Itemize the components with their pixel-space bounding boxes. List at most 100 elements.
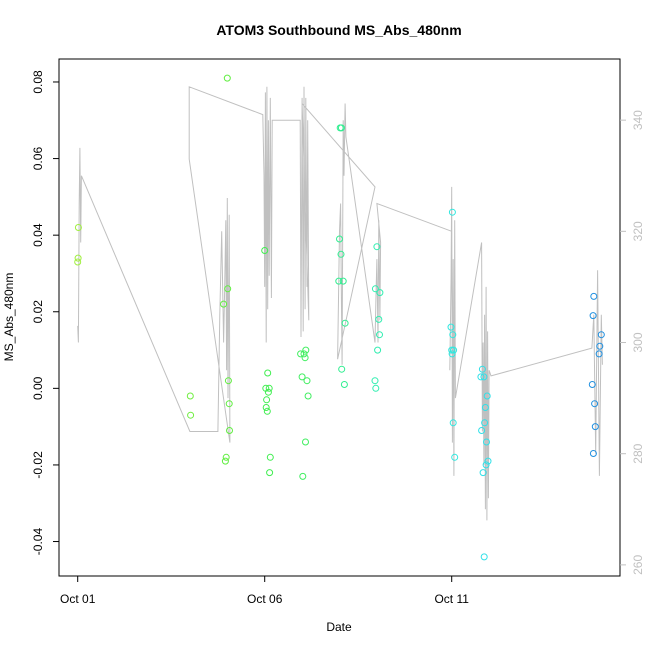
data-point xyxy=(337,250,345,258)
gray-trace-layer xyxy=(77,86,603,521)
x-axis-label: Date xyxy=(326,620,352,634)
data-point xyxy=(483,392,491,400)
data-point xyxy=(302,346,310,354)
data-point xyxy=(372,384,380,392)
data-point xyxy=(262,404,270,411)
data-point xyxy=(447,323,455,331)
data-point xyxy=(300,350,308,358)
x-tick-label: Oct 01 xyxy=(60,592,96,606)
data-point xyxy=(297,350,305,358)
data-point xyxy=(450,346,458,354)
y-tick-label: -0.04 xyxy=(31,528,45,556)
data-point xyxy=(225,400,233,408)
y-tick-label: 0.06 xyxy=(31,147,45,171)
data-point xyxy=(261,247,269,254)
data-point xyxy=(480,373,488,381)
data-point xyxy=(478,365,486,373)
data-point xyxy=(265,384,273,392)
data-point xyxy=(304,392,312,400)
chart-title: ATOM3 Southbound MS_Abs_480nm xyxy=(216,22,461,38)
data-point xyxy=(596,342,604,350)
data-point xyxy=(448,350,456,358)
data-point xyxy=(451,453,459,461)
data-point xyxy=(374,346,382,354)
data-point xyxy=(591,423,599,431)
data-point xyxy=(589,312,597,320)
x-axis: Oct 01 Oct 06 Oct 11 xyxy=(60,576,469,606)
data-point xyxy=(226,427,233,434)
data-point xyxy=(224,285,232,293)
data-point xyxy=(221,457,229,465)
data-point xyxy=(477,373,485,381)
data-point xyxy=(220,300,228,308)
data-point xyxy=(303,377,311,385)
y2-tick-label: 280 xyxy=(631,443,645,463)
y-axis-right: 260 280 300 320 340 xyxy=(620,110,645,575)
y-tick-label: 0.04 xyxy=(31,223,45,247)
data-point xyxy=(373,243,381,251)
y-tick-label: -0.02 xyxy=(31,451,45,479)
y2-tick-label: 320 xyxy=(631,221,645,241)
data-point xyxy=(481,419,489,427)
y-axis-left: -0.04 -0.02 0.00 0.02 0.04 0.06 0.08 xyxy=(31,70,59,555)
data-point xyxy=(481,404,489,411)
data-point xyxy=(449,419,457,427)
data-point xyxy=(264,388,272,396)
y-tick-label: 0.08 xyxy=(31,70,45,94)
data-point xyxy=(266,453,274,461)
data-point xyxy=(335,277,343,285)
y2-tick-label: 260 xyxy=(631,555,645,575)
data-point xyxy=(591,400,599,408)
data-point xyxy=(483,438,490,446)
data-point xyxy=(337,124,345,132)
data-point xyxy=(595,350,603,358)
data-points-layer xyxy=(74,74,605,561)
data-point xyxy=(478,427,486,434)
y2-tick-label: 300 xyxy=(631,332,645,352)
data-point xyxy=(74,258,82,266)
y-tick-label: 0.00 xyxy=(31,376,45,400)
data-point xyxy=(448,208,456,216)
x-tick-label: Oct 06 xyxy=(247,592,283,606)
data-point xyxy=(449,331,457,339)
data-point xyxy=(371,285,379,293)
data-point xyxy=(298,373,306,381)
plot-frame xyxy=(58,58,621,577)
data-point xyxy=(588,381,596,388)
data-point xyxy=(338,365,346,373)
y2-tick-label: 340 xyxy=(631,110,645,130)
data-point xyxy=(339,277,347,285)
data-point xyxy=(336,235,343,243)
data-point xyxy=(74,254,82,262)
data-point xyxy=(597,331,605,339)
data-point xyxy=(187,411,195,419)
data-point xyxy=(590,292,598,300)
data-point xyxy=(301,354,309,362)
data-point xyxy=(74,224,82,231)
y-tick-label: 0.02 xyxy=(31,300,45,324)
data-point xyxy=(484,457,492,465)
data-point xyxy=(302,438,309,446)
data-point xyxy=(223,74,231,82)
data-point xyxy=(266,469,274,477)
x-tick-label: Oct 11 xyxy=(434,592,469,606)
data-point xyxy=(448,346,456,354)
data-point xyxy=(376,289,384,297)
data-point xyxy=(376,331,383,339)
data-point xyxy=(340,381,348,388)
data-point xyxy=(224,377,232,385)
data-point xyxy=(222,453,230,461)
data-point xyxy=(375,315,383,323)
data-point xyxy=(589,450,597,457)
data-point xyxy=(299,472,307,480)
data-point xyxy=(264,369,272,377)
data-point xyxy=(341,319,349,327)
data-point xyxy=(480,553,488,561)
gray-trace-line xyxy=(77,86,603,521)
data-point xyxy=(371,377,379,385)
y-axis-label: MS_Abs_480nm xyxy=(2,273,16,362)
data-point xyxy=(263,396,271,404)
data-point xyxy=(482,461,490,469)
data-point xyxy=(186,392,194,400)
